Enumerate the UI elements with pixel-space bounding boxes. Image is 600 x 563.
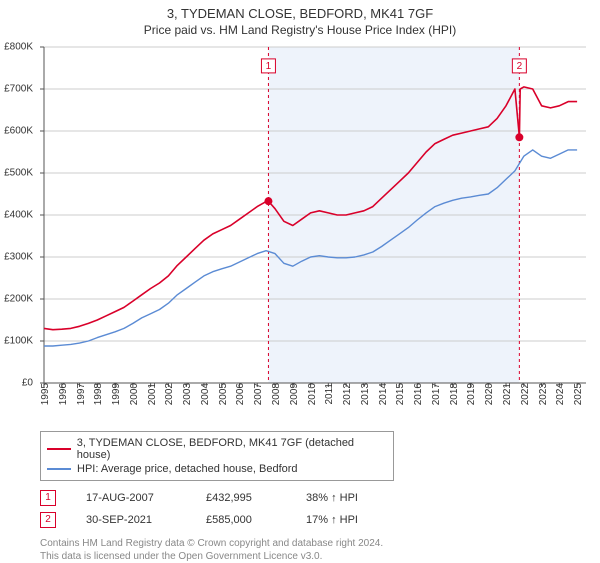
x-tick-label: 1999 [108, 383, 122, 405]
chart-svg: 12 [36, 43, 596, 423]
y-tick-label: £700K [4, 84, 36, 95]
y-tick-label: £500K [4, 168, 36, 179]
sale-price: £432,995 [206, 492, 276, 504]
x-tick-label: 2020 [481, 383, 495, 405]
x-tick-label: 1997 [73, 383, 87, 405]
sale-marker-badge: 1 [40, 490, 56, 506]
svg-text:1: 1 [266, 61, 272, 72]
x-tick-label: 2025 [570, 383, 584, 405]
x-tick-label: 1996 [55, 383, 69, 405]
sale-row: 2 30-SEP-2021 £585,000 17% ↑ HPI [40, 509, 600, 531]
x-tick-label: 2015 [392, 383, 406, 405]
page-title: 3, TYDEMAN CLOSE, BEDFORD, MK41 7GF [0, 0, 600, 21]
x-tick-label: 2001 [144, 383, 158, 405]
x-tick-label: 2012 [339, 383, 353, 405]
y-tick-label: £300K [4, 252, 36, 263]
x-tick-label: 2016 [410, 383, 424, 405]
sale-marker-badge: 2 [40, 512, 56, 528]
footer-attribution: Contains HM Land Registry data © Crown c… [40, 537, 600, 563]
legend-row: 3, TYDEMAN CLOSE, BEDFORD, MK41 7GF (det… [47, 436, 387, 462]
sale-date: 30-SEP-2021 [86, 514, 176, 526]
x-tick-label: 1998 [90, 383, 104, 405]
sale-row: 1 17-AUG-2007 £432,995 38% ↑ HPI [40, 487, 600, 509]
x-tick-label: 2018 [446, 383, 460, 405]
x-tick-label: 2007 [250, 383, 264, 405]
x-tick-label: 2010 [304, 383, 318, 405]
y-tick-label: £800K [4, 42, 36, 53]
x-tick-label: 2023 [535, 383, 549, 405]
x-tick-label: 2017 [428, 383, 442, 405]
legend-label: HPI: Average price, detached house, Bedf… [77, 463, 298, 475]
y-tick-label: £100K [4, 336, 36, 347]
price-chart: 12 £0£100K£200K£300K£400K£500K£600K£700K… [36, 43, 596, 423]
y-tick-label: £200K [4, 294, 36, 305]
x-tick-label: 2024 [552, 383, 566, 405]
sale-diff: 17% ↑ HPI [306, 514, 386, 526]
legend-label: 3, TYDEMAN CLOSE, BEDFORD, MK41 7GF (det… [77, 437, 387, 461]
x-tick-label: 2022 [517, 383, 531, 405]
sale-diff: 38% ↑ HPI [306, 492, 386, 504]
x-tick-label: 2013 [357, 383, 371, 405]
page-subtitle: Price paid vs. HM Land Registry's House … [0, 21, 600, 43]
x-tick-label: 1995 [37, 383, 51, 405]
sales-table: 1 17-AUG-2007 £432,995 38% ↑ HPI 2 30-SEP-202… [40, 487, 600, 531]
x-tick-label: 2019 [463, 383, 477, 405]
x-tick-label: 2021 [499, 383, 513, 405]
legend-box: 3, TYDEMAN CLOSE, BEDFORD, MK41 7GF (det… [40, 431, 394, 481]
y-tick-label: £600K [4, 126, 36, 137]
legend-swatch [47, 468, 71, 470]
x-tick-label: 2009 [286, 383, 300, 405]
footer-line-2: This data is licensed under the Open Gov… [40, 550, 600, 563]
x-tick-label: 2002 [161, 383, 175, 405]
footer-line-1: Contains HM Land Registry data © Crown c… [40, 537, 600, 550]
legend-row: HPI: Average price, detached house, Bedf… [47, 462, 387, 476]
x-tick-label: 2008 [268, 383, 282, 405]
x-tick-label: 2004 [197, 383, 211, 405]
x-tick-label: 2000 [126, 383, 140, 405]
sale-price: £585,000 [206, 514, 276, 526]
svg-text:2: 2 [517, 61, 523, 72]
x-tick-label: 2003 [179, 383, 193, 405]
y-tick-label: £400K [4, 210, 36, 221]
x-tick-label: 2011 [321, 383, 335, 405]
y-tick-label: £0 [22, 378, 36, 389]
legend-swatch [47, 448, 71, 450]
x-tick-label: 2014 [375, 383, 389, 405]
sale-date: 17-AUG-2007 [86, 492, 176, 504]
x-tick-label: 2006 [232, 383, 246, 405]
x-tick-label: 2005 [215, 383, 229, 405]
